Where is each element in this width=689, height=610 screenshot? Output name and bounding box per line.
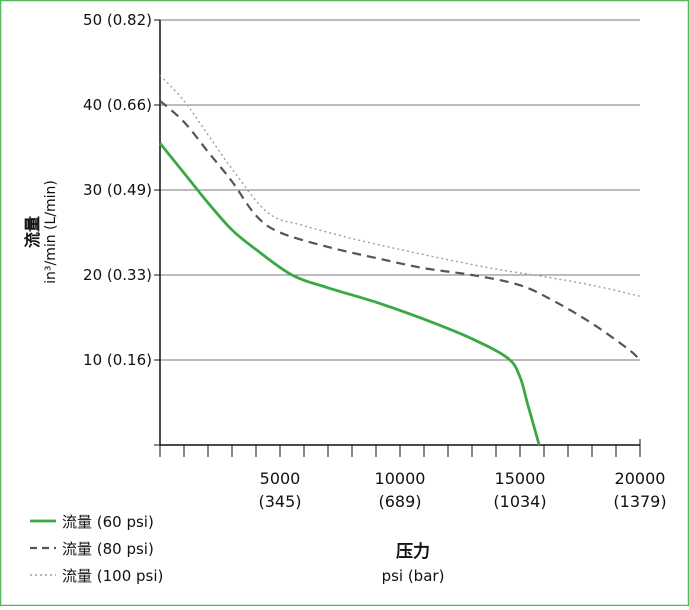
x-tick-label: 5000	[260, 469, 301, 488]
x-axis-unit-label: psi (bar)	[382, 567, 445, 585]
x-tick-label: 20000	[615, 469, 666, 488]
x-tick-sublabel: (1034)	[493, 492, 546, 511]
legend-label: 流量 (60 psi)	[62, 513, 154, 531]
y-axis-label: 流量	[23, 216, 42, 248]
series-line-dashed	[159, 99, 641, 361]
y-axis-unit-label: in³/min (L/min)	[43, 180, 59, 284]
x-tick-label: 15000	[495, 469, 546, 488]
y-tick-label: 30 (0.49)	[83, 181, 152, 199]
series-line-solid	[158, 142, 541, 446]
y-tick-label: 40 (0.66)	[83, 96, 152, 114]
grid-lines	[160, 19, 640, 361]
y-tick-label: 20 (0.33)	[83, 266, 152, 284]
legend: 流量 (60 psi) 流量 (80 psi) 流量 (100 psi)	[30, 513, 163, 585]
legend-label: 流量 (80 psi)	[62, 540, 154, 558]
y-tick-labels: 10 (0.16) 20 (0.33) 30 (0.49) 40 (0.66) 50 (…	[83, 11, 152, 369]
x-tick-label: 10000	[375, 469, 426, 488]
axes	[154, 19, 641, 457]
legend-label: 流量 (100 psi)	[62, 567, 163, 585]
series-lines	[158, 74, 641, 446]
x-tick-sublabel: (689)	[378, 492, 421, 511]
x-tick-sublabel: (345)	[258, 492, 301, 511]
y-tick-label: 10 (0.16)	[83, 351, 152, 369]
y-tick-label: 50 (0.82)	[83, 11, 152, 29]
x-tick-labels: 5000 (345) 10000 (689) 15000 (1034) 20000 (1379…	[258, 469, 666, 511]
x-tick-sublabel: (1379)	[613, 492, 666, 511]
series-line-dotted	[159, 74, 641, 297]
x-axis-label: 压力	[396, 541, 430, 562]
